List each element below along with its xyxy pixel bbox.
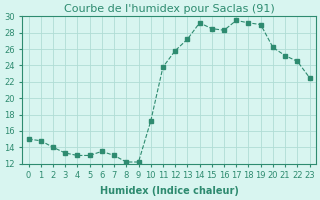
Title: Courbe de l'humidex pour Saclas (91): Courbe de l'humidex pour Saclas (91) bbox=[64, 4, 275, 14]
X-axis label: Humidex (Indice chaleur): Humidex (Indice chaleur) bbox=[100, 186, 238, 196]
